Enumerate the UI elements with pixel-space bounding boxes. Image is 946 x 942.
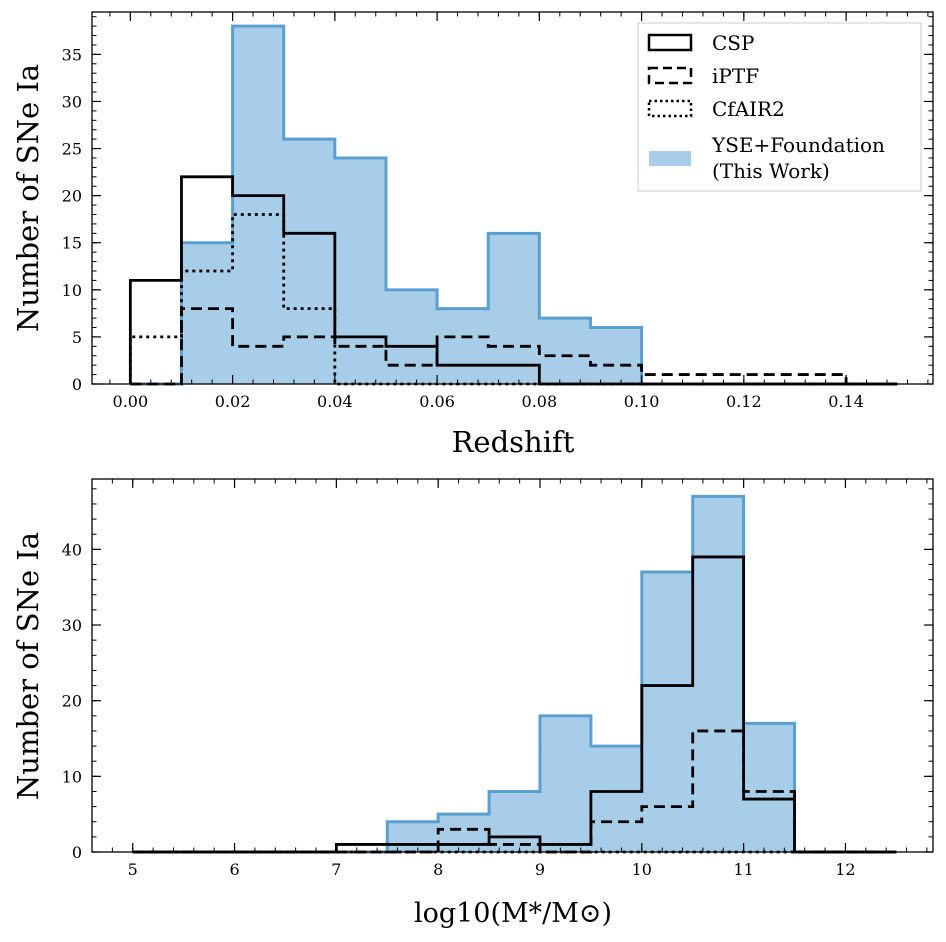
y-tick-label: 5 (72, 328, 82, 347)
y-tick-label: 10 (62, 767, 82, 786)
stellar-mass-histogram-panel: 5 6 7 8 9 10 11 12 0 10 20 30 40 (62, 478, 934, 879)
series-yse-foundation-fill (132, 496, 897, 852)
legend-swatch-yse-foundation (649, 151, 691, 166)
x-tick-label: 0.06 (419, 392, 455, 411)
redshift-histogram-panel: 0.00 0.02 0.04 0.06 0.08 0.10 0.12 0.14 0 5 10 15 20… (62, 11, 934, 411)
legend-label-yse-foundation: YSE+Foundation (711, 133, 885, 157)
y-tick-label: 15 (62, 234, 82, 253)
x-tick-label: 0.04 (317, 392, 353, 411)
y-tick-label: 25 (62, 140, 82, 159)
legend-swatch-cfair2 (647, 99, 693, 118)
top-ylabel: Number of SNe Ia (11, 532, 45, 800)
legend-label-csp: CSP (712, 31, 754, 55)
y-tick-label: 20 (62, 187, 82, 206)
x-tick-label: 0.08 (522, 392, 558, 411)
y-tick-label: 30 (62, 616, 82, 635)
y-tick-label: 30 (62, 92, 82, 111)
x-tick-label: 7 (331, 860, 341, 879)
x-tick-label: 12 (835, 860, 855, 879)
series-iptf-line (130, 307, 898, 386)
x-tick-label: 0.00 (113, 392, 149, 411)
legend-swatch-csp (647, 33, 693, 52)
y-tick-label: 0 (72, 843, 82, 862)
y-tick-label: 35 (62, 45, 82, 64)
axes-frame (91, 478, 934, 853)
y-tick-label: 10 (62, 281, 82, 300)
y-tick-label: 0 (72, 375, 82, 394)
legend-label-cfair2: CfAIR2 (712, 97, 785, 121)
x-tick-label: 0.14 (828, 392, 864, 411)
legend-swatch-iptf (647, 66, 693, 85)
x-tick-label: 10 (632, 860, 652, 879)
x-tick-label: 6 (229, 860, 239, 879)
y-tick-label: 20 (62, 692, 82, 711)
top-ylabel: Number of SNe Ia (11, 64, 45, 332)
legend: CSP iPTF CfAIR2 YSE+Foundation (This Wor… (637, 22, 922, 192)
redshift-xlabel: Redshift (452, 425, 575, 459)
series-yse-foundation-fill (130, 26, 898, 384)
axes-frame (91, 11, 934, 385)
stellar-mass-xlabel: log10(M*/M⊙) (414, 898, 612, 929)
x-tick-label: 5 (128, 860, 138, 879)
x-tick-label: 0.12 (726, 392, 762, 411)
legend-label-iptf: iPTF (712, 64, 759, 88)
x-tick-label: 11 (733, 860, 753, 879)
legend-label-this-work: (This Work) (712, 159, 830, 183)
y-tick-label: 40 (62, 540, 82, 559)
x-tick-label: 0.10 (624, 392, 660, 411)
x-tick-label: 0.02 (215, 392, 251, 411)
x-tick-label: 9 (535, 860, 545, 879)
x-tick-label: 8 (433, 860, 443, 879)
